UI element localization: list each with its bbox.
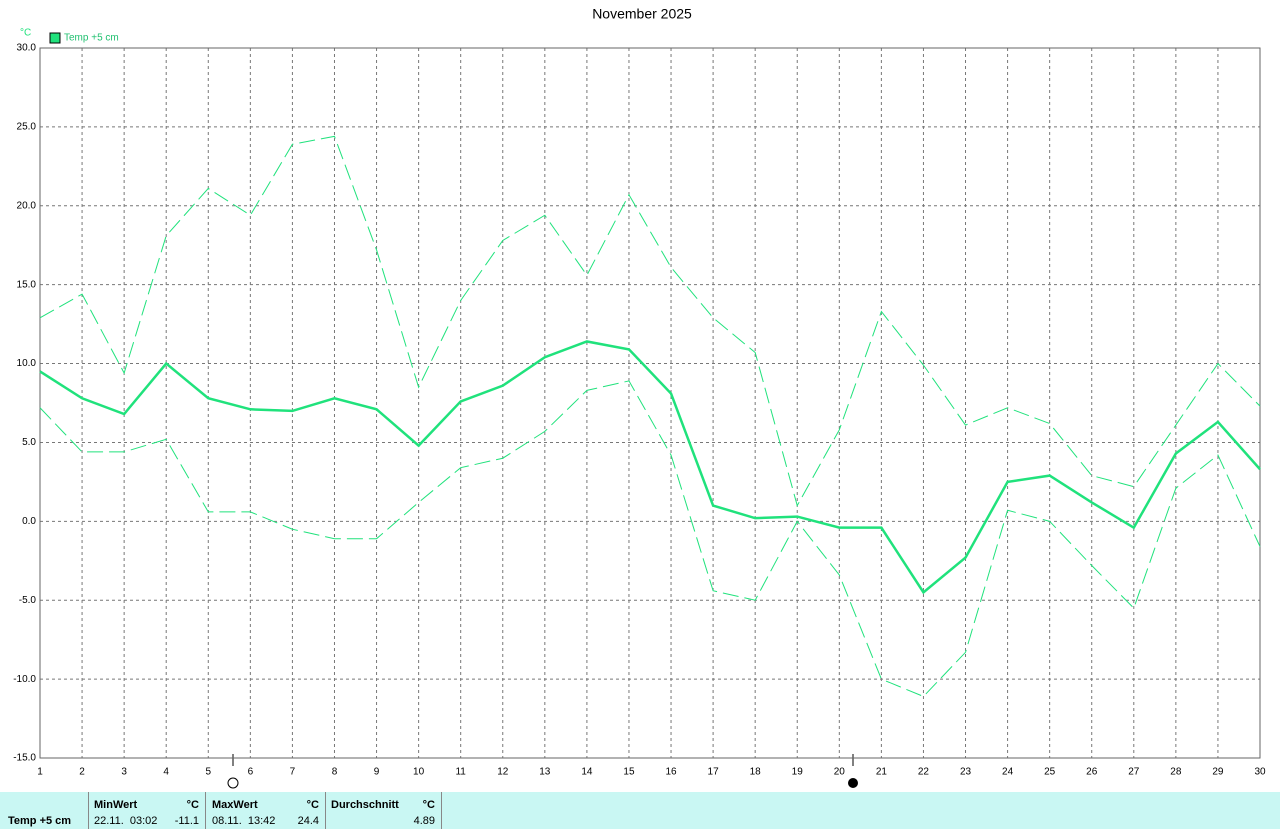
legend-label: Temp +5 cm (64, 33, 119, 44)
x-tick-label: 10 (413, 767, 425, 778)
x-tick-label: 20 (834, 767, 846, 778)
stats-time: 08.11. 13:42 (212, 815, 276, 827)
x-tick-label: 25 (1044, 767, 1056, 778)
x-tick-label: 30 (1254, 767, 1266, 778)
y-tick-label: 5.0 (22, 437, 36, 448)
legend-swatch (49, 32, 61, 44)
x-tick-label: 15 (623, 767, 635, 778)
chart-title: November 2025 (592, 6, 692, 22)
stats-value: 4.89 (413, 815, 435, 827)
y-tick-label: -10.0 (13, 674, 36, 685)
x-tick-label: 14 (581, 767, 593, 778)
x-tick-label: 5 (205, 767, 211, 778)
series-line (39, 340, 1261, 595)
x-tick-label: 4 (163, 767, 169, 778)
plot-frame (39, 47, 1261, 759)
x-tick-label: 1 (37, 767, 43, 778)
stats-label: Durchschnitt (331, 799, 399, 811)
stats-table: Temp +5 cm MinWert °C 22.11. 03:02 -11.1… (0, 792, 1280, 829)
stats-sensor: Temp +5 cm (8, 815, 72, 827)
x-tick-label: 26 (1086, 767, 1098, 778)
full-moon (227, 777, 239, 789)
x-tick-label: 24 (1002, 767, 1014, 778)
x-tick-label: 27 (1128, 767, 1140, 778)
x-tick-label: 18 (750, 767, 762, 778)
x-tick-label: 12 (497, 767, 509, 778)
stats-time: 22.11. 03:02 (94, 815, 158, 827)
x-tick-label: 2 (79, 767, 85, 778)
x-tick-label: 6 (248, 767, 254, 778)
y-tick-label: 0.0 (22, 516, 36, 527)
y-unit: °C (20, 28, 31, 39)
stats-value: -11.1 (174, 815, 199, 827)
stats-cell: Durchschnitt °C 4.89 (326, 792, 442, 829)
x-tick-label: 7 (290, 767, 296, 778)
y-tick-label: 25.0 (17, 122, 37, 133)
stats-label: MinWert (94, 799, 138, 811)
stats-cell: MaxWert °C 08.11. 13:42 24.4 (206, 792, 326, 829)
x-tick-label: 22 (918, 767, 930, 778)
y-tick-label: -5.0 (19, 595, 37, 606)
range-line (39, 380, 1261, 698)
x-tick-label: 13 (539, 767, 551, 778)
x-tick-label: 8 (332, 767, 338, 778)
y-tick-label: 10.0 (17, 358, 37, 369)
chart: November 2025 °C Temp +5 cm -15.0 -10.0 -5… (13, 6, 1266, 789)
range-line (39, 135, 1261, 507)
x-tick-label: 29 (1212, 767, 1224, 778)
stats-unit: °C (186, 799, 199, 811)
x-tick-label: 16 (665, 767, 677, 778)
stats-cell: Temp +5 cm (0, 792, 89, 829)
x-tick-label: 19 (792, 767, 804, 778)
stats-unit: °C (306, 799, 319, 811)
x-tick-label: 3 (121, 767, 127, 778)
y-tick-label: 15.0 (17, 279, 37, 290)
stats-cell: MinWert °C 22.11. 03:02 -11.1 (88, 792, 206, 829)
stats-value: 24.4 (297, 815, 319, 827)
x-tick-label: 11 (455, 767, 466, 778)
x-tick-label: 17 (708, 767, 720, 778)
y-tick-label: 20.0 (17, 200, 37, 211)
x-tick-label: 21 (876, 767, 888, 778)
new-moon (848, 778, 858, 788)
y-tick-label: 30.0 (17, 43, 37, 54)
stats-unit: °C (422, 799, 435, 811)
stats-label: MaxWert (212, 799, 258, 811)
y-tick-label: -15.0 (13, 753, 36, 764)
x-tick-label: 23 (960, 767, 972, 778)
x-tick-label: 9 (374, 767, 380, 778)
x-tick-label: 28 (1170, 767, 1182, 778)
